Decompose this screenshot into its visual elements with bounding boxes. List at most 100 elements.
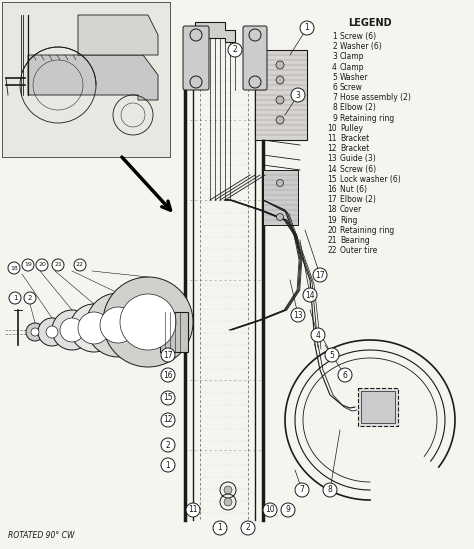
- Text: Screw: Screw: [340, 83, 363, 92]
- Circle shape: [52, 310, 92, 350]
- Text: 1: 1: [305, 24, 310, 32]
- Circle shape: [86, 293, 150, 357]
- FancyBboxPatch shape: [243, 26, 267, 90]
- Text: 16: 16: [163, 371, 173, 379]
- Text: 18: 18: [10, 266, 18, 271]
- Circle shape: [161, 413, 175, 427]
- Bar: [263, 170, 298, 225]
- Bar: [193, 38, 255, 520]
- Text: 4: 4: [332, 63, 337, 71]
- Circle shape: [291, 88, 305, 102]
- Text: 15: 15: [163, 394, 173, 402]
- Circle shape: [213, 521, 227, 535]
- Text: 7: 7: [300, 485, 304, 495]
- Circle shape: [161, 348, 175, 362]
- Text: 5: 5: [332, 73, 337, 82]
- Circle shape: [24, 292, 36, 304]
- Text: 21: 21: [54, 262, 62, 267]
- Text: Bracket: Bracket: [340, 134, 369, 143]
- Circle shape: [224, 498, 232, 506]
- Circle shape: [276, 76, 284, 84]
- Circle shape: [103, 277, 193, 367]
- Text: 14: 14: [328, 165, 337, 173]
- Text: 12: 12: [328, 144, 337, 153]
- Circle shape: [295, 483, 309, 497]
- Text: 2: 2: [165, 440, 170, 450]
- Circle shape: [46, 326, 58, 338]
- Circle shape: [303, 288, 317, 302]
- Circle shape: [74, 259, 86, 271]
- Text: 13: 13: [293, 311, 303, 320]
- Text: 11: 11: [328, 134, 337, 143]
- Text: 21: 21: [328, 236, 337, 245]
- Text: 6: 6: [332, 83, 337, 92]
- Bar: [255, 50, 307, 140]
- Text: 15: 15: [328, 175, 337, 184]
- Circle shape: [52, 259, 64, 271]
- Circle shape: [276, 61, 284, 69]
- Circle shape: [120, 294, 176, 350]
- Polygon shape: [185, 22, 235, 42]
- Circle shape: [224, 486, 232, 494]
- Text: Screw (6): Screw (6): [340, 165, 376, 173]
- Circle shape: [311, 328, 325, 342]
- Text: ROTATED 90° CW: ROTATED 90° CW: [8, 530, 74, 540]
- Circle shape: [161, 458, 175, 472]
- Text: Washer (6): Washer (6): [340, 42, 382, 51]
- Text: 1: 1: [165, 461, 170, 469]
- Circle shape: [78, 312, 110, 344]
- Circle shape: [241, 521, 255, 535]
- FancyBboxPatch shape: [183, 26, 209, 90]
- Text: 6: 6: [343, 371, 347, 379]
- Circle shape: [70, 304, 118, 352]
- Bar: [160, 312, 188, 352]
- Bar: [358, 388, 398, 426]
- Text: Bearing: Bearing: [340, 236, 370, 245]
- Text: 13: 13: [328, 154, 337, 164]
- Text: 22: 22: [76, 262, 84, 267]
- Text: 2: 2: [28, 295, 32, 301]
- Text: Outer tire: Outer tire: [340, 246, 377, 255]
- Text: 11: 11: [188, 506, 198, 514]
- Text: Cover: Cover: [340, 205, 362, 215]
- Text: Nut (6): Nut (6): [340, 185, 367, 194]
- Circle shape: [263, 503, 277, 517]
- Text: 17: 17: [315, 271, 325, 279]
- Circle shape: [60, 318, 84, 342]
- Circle shape: [276, 96, 284, 104]
- Text: Elbow (2): Elbow (2): [340, 195, 376, 204]
- Circle shape: [228, 43, 242, 57]
- Text: 22: 22: [328, 246, 337, 255]
- Circle shape: [22, 259, 34, 271]
- Text: 9: 9: [332, 114, 337, 122]
- Circle shape: [281, 503, 295, 517]
- Text: 17: 17: [328, 195, 337, 204]
- Circle shape: [8, 262, 20, 274]
- Text: 2: 2: [246, 524, 250, 533]
- Text: 19: 19: [24, 262, 32, 267]
- Bar: [361, 391, 395, 423]
- Circle shape: [26, 323, 44, 341]
- Text: LEGEND: LEGEND: [348, 18, 392, 28]
- Circle shape: [323, 483, 337, 497]
- Text: 8: 8: [328, 485, 332, 495]
- Circle shape: [38, 318, 66, 346]
- Text: Elbow (2): Elbow (2): [340, 103, 376, 113]
- Text: 14: 14: [305, 290, 315, 300]
- Circle shape: [186, 503, 200, 517]
- Text: 17: 17: [163, 350, 173, 360]
- Text: 2: 2: [233, 46, 237, 54]
- Circle shape: [36, 259, 48, 271]
- Text: 7: 7: [332, 93, 337, 102]
- Circle shape: [325, 348, 339, 362]
- Circle shape: [276, 116, 284, 124]
- Circle shape: [313, 268, 327, 282]
- Text: Washer: Washer: [340, 73, 368, 82]
- Text: 2: 2: [332, 42, 337, 51]
- Text: 9: 9: [285, 506, 291, 514]
- Text: 18: 18: [328, 205, 337, 215]
- Text: Bracket: Bracket: [340, 144, 369, 153]
- Text: 5: 5: [329, 350, 335, 360]
- Text: 10: 10: [328, 124, 337, 133]
- Circle shape: [300, 21, 314, 35]
